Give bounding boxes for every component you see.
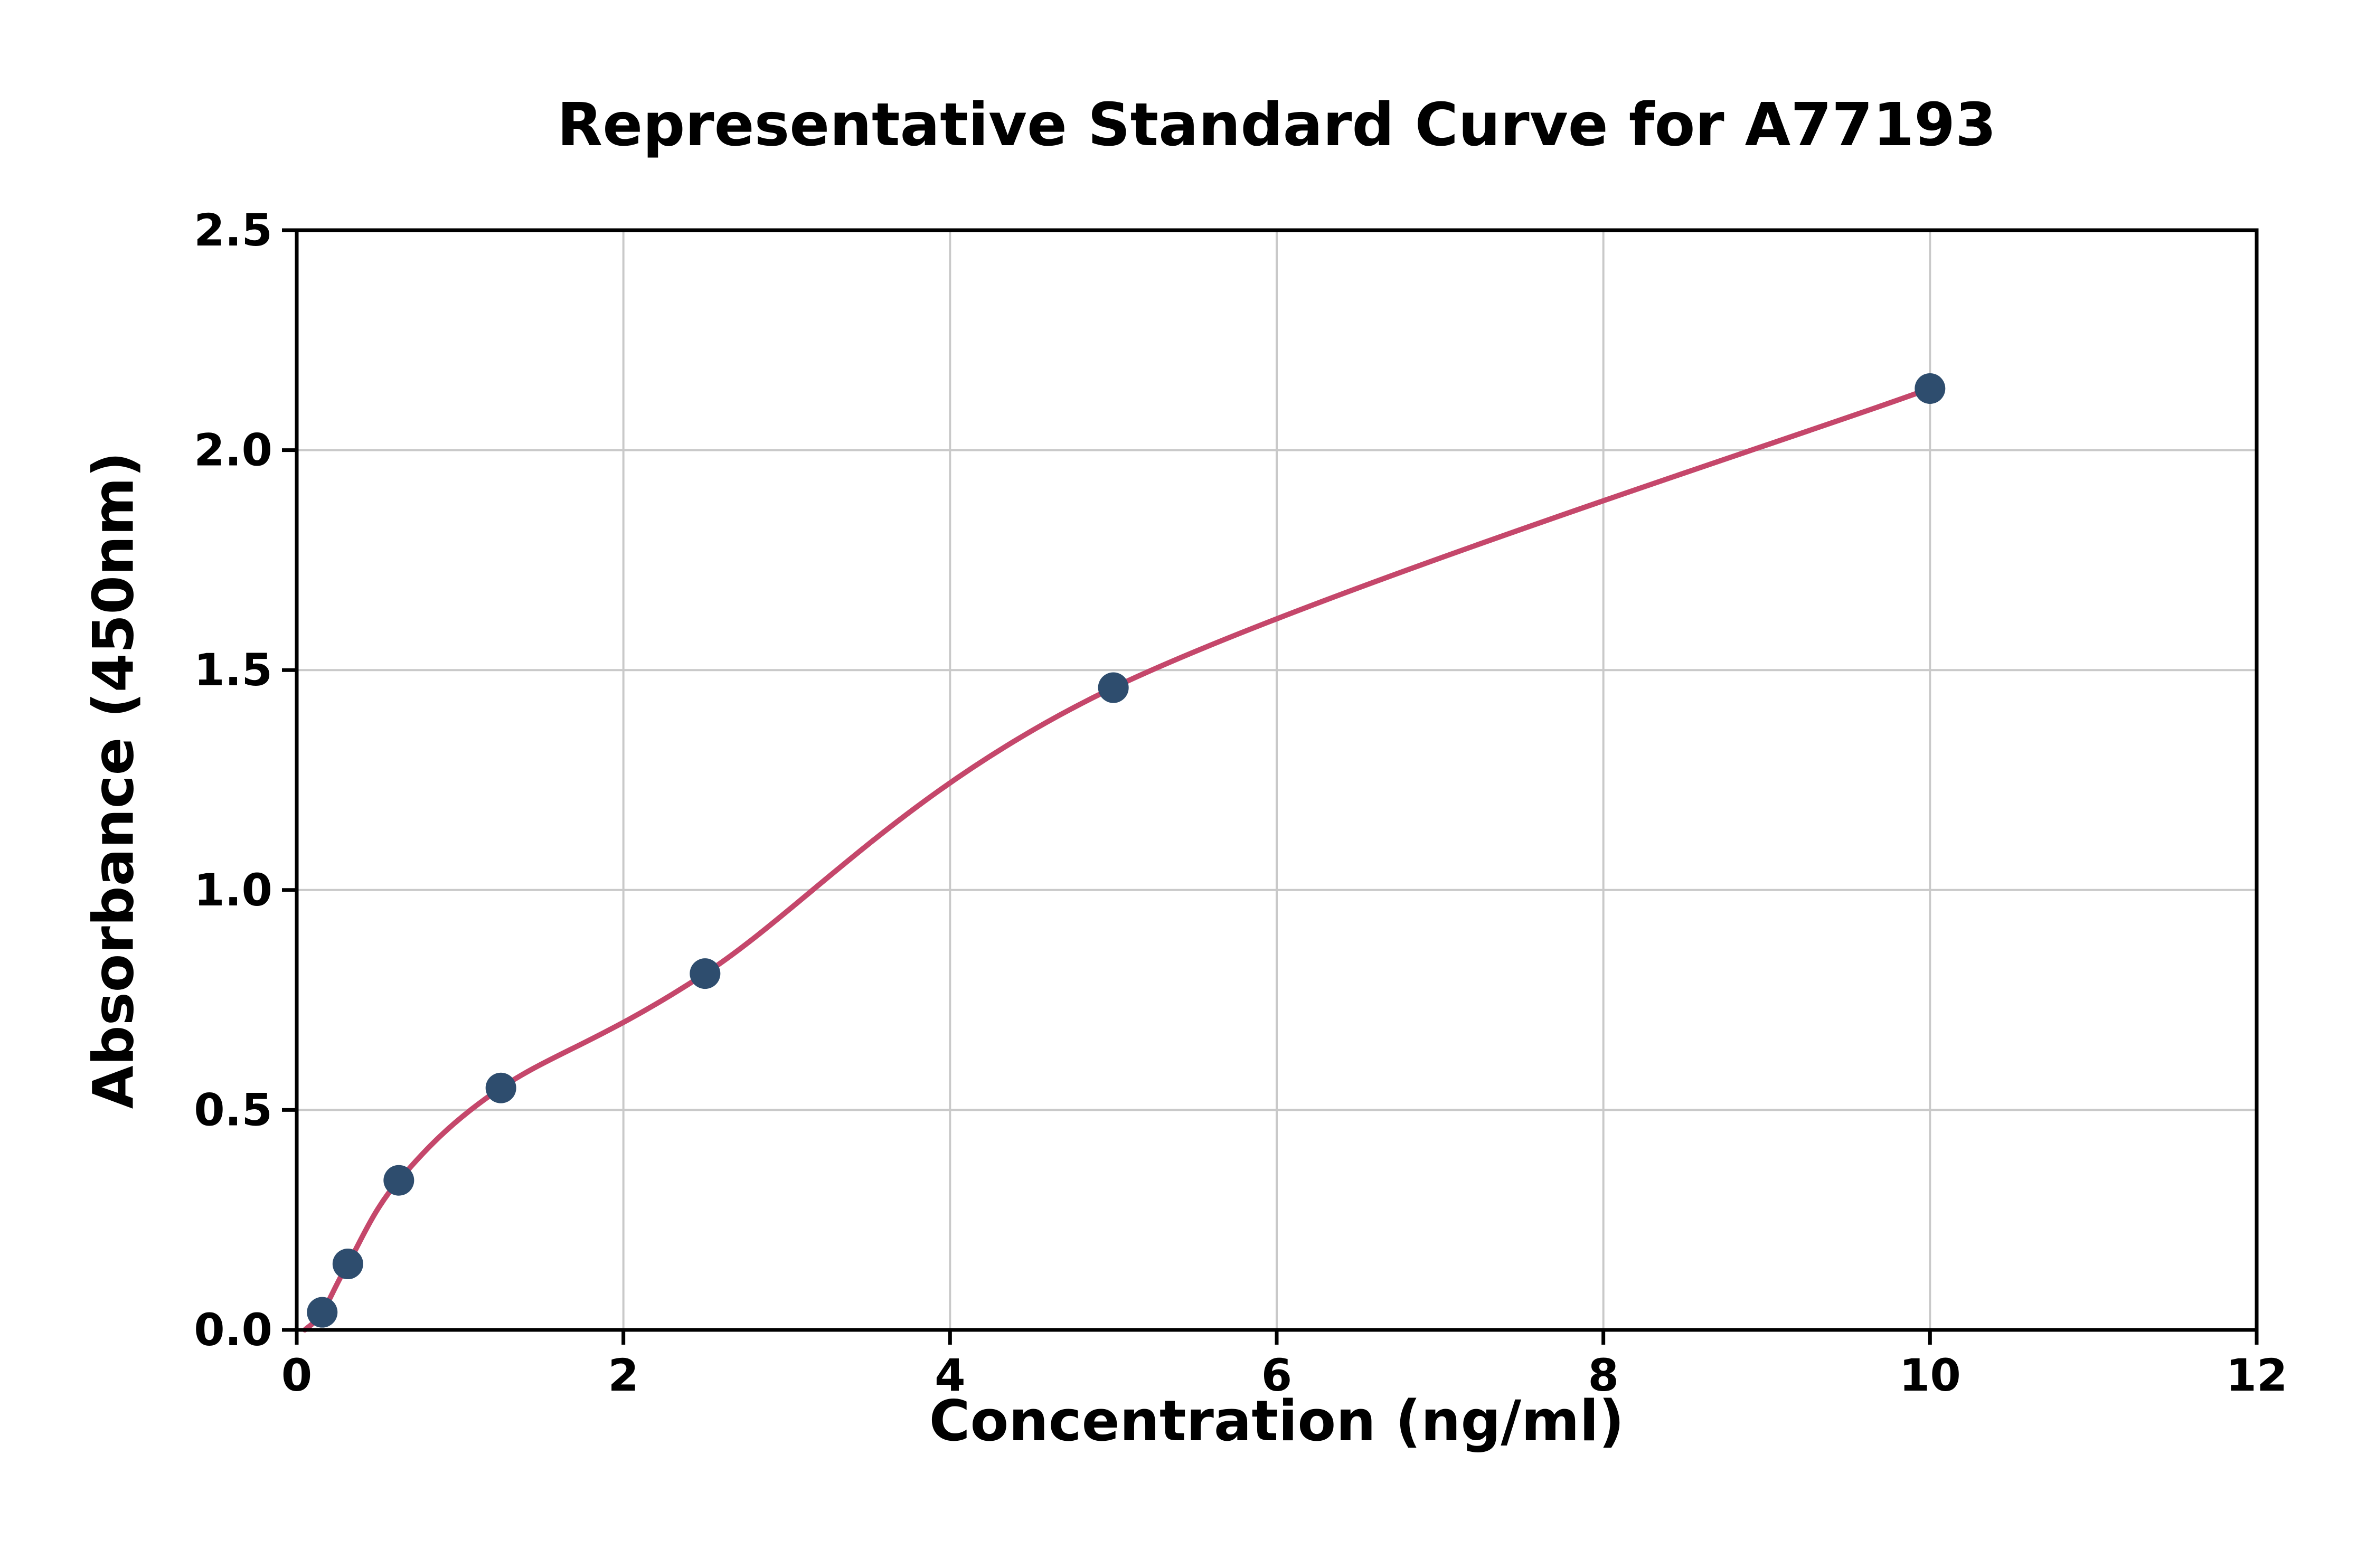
data-point: [332, 1249, 363, 1280]
data-point: [690, 958, 721, 989]
data-point: [1098, 672, 1129, 703]
x-tick-label: 2: [608, 1349, 638, 1401]
data-point: [307, 1297, 338, 1328]
data-point: [485, 1072, 516, 1103]
data-point: [383, 1165, 414, 1196]
y-tick-label: 0.0: [194, 1304, 272, 1356]
y-axis-label: Absorbance (450nm): [81, 451, 146, 1109]
x-tick-label: 10: [1899, 1349, 1961, 1401]
y-tick-label: 2.0: [194, 424, 272, 476]
y-tick-label: 2.5: [194, 204, 272, 256]
fit-curve: [302, 385, 1933, 1333]
y-tick-label: 0.5: [194, 1084, 272, 1136]
y-tick-label: 1.0: [194, 864, 272, 916]
x-tick-label: 4: [935, 1349, 965, 1401]
x-tick-label: 0: [281, 1349, 312, 1401]
y-tick-label: 1.5: [194, 644, 272, 696]
data-point: [1915, 373, 1946, 404]
x-tick-label: 12: [2226, 1349, 2288, 1401]
x-axis-label: Concentration (ng/ml): [929, 1388, 1625, 1453]
x-tick-label: 8: [1588, 1349, 1618, 1401]
x-tick-label: 6: [1261, 1349, 1292, 1401]
chart-title: Representative Standard Curve for A77193: [557, 91, 1996, 159]
